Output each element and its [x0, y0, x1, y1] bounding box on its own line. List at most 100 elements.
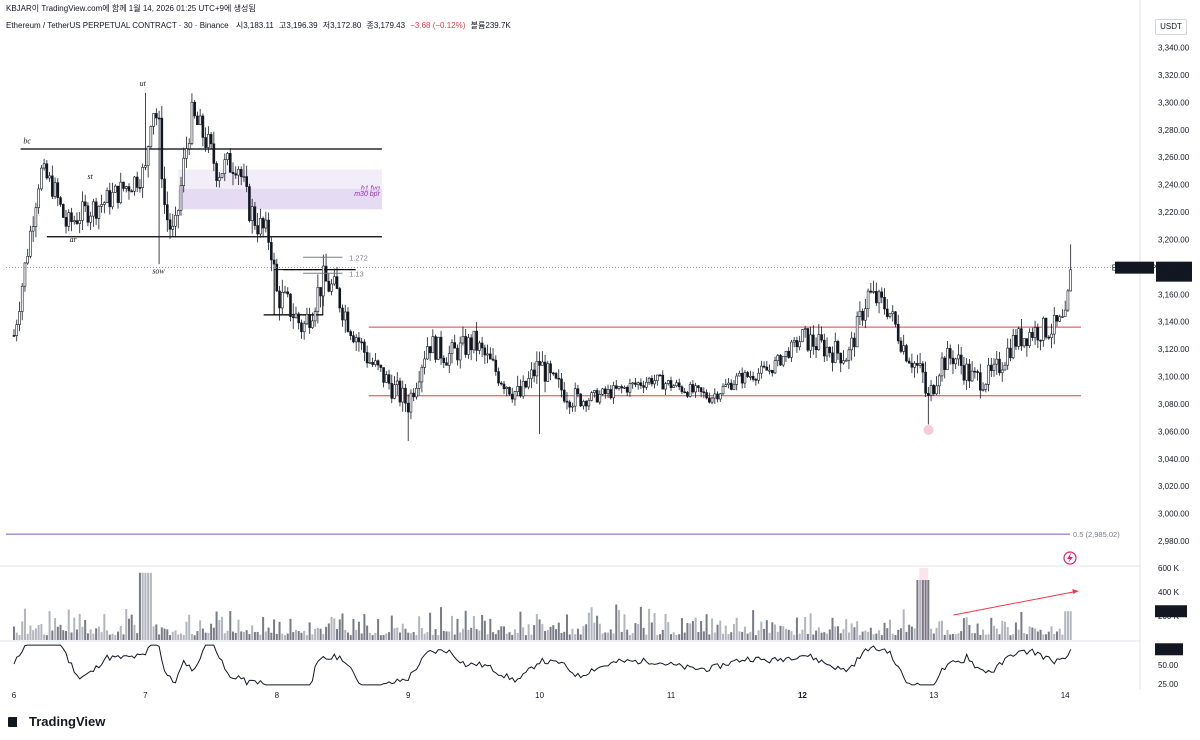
candle-body	[278, 290, 281, 309]
volume-bar	[730, 632, 733, 640]
candle-body	[565, 400, 569, 403]
candle-body	[341, 307, 344, 321]
volume-bar	[325, 626, 328, 640]
volume-bar	[993, 625, 996, 640]
time-tick-label: 12	[798, 691, 807, 700]
volume-bar	[598, 623, 601, 640]
volume-bar	[659, 634, 662, 640]
candle-body	[242, 176, 246, 178]
candle-body	[943, 357, 947, 370]
symbol-legend: Ethereum / TetherUS PERPETUAL CONTRACT ·…	[6, 20, 511, 31]
candle-body	[680, 386, 684, 393]
candle-body	[998, 358, 1001, 374]
volume-bar	[1064, 611, 1067, 640]
volume-bar	[338, 619, 341, 640]
volume-bar	[886, 628, 889, 640]
volume-bar	[437, 635, 440, 640]
volume-bar	[768, 632, 771, 640]
volume-bar	[793, 634, 796, 640]
candle-body	[212, 143, 216, 164]
candle-body	[899, 340, 903, 352]
volume-bar	[987, 634, 990, 640]
volume-bar	[689, 623, 692, 640]
candle-body	[15, 324, 19, 336]
candle-body	[431, 336, 435, 354]
volume-bar	[117, 631, 120, 640]
volume-bar	[727, 634, 730, 640]
volume-bar	[949, 634, 952, 640]
candle-body	[883, 297, 886, 310]
candle-body	[639, 382, 643, 386]
candle-body	[828, 346, 832, 354]
volume-bar	[670, 634, 672, 640]
candle-body	[549, 363, 552, 374]
candle-body	[209, 134, 213, 145]
candle-body	[787, 350, 791, 358]
candle-body	[1047, 336, 1051, 339]
candle-body	[656, 374, 659, 381]
volume-tag-bg	[1155, 605, 1187, 618]
time-tick-label: 8	[275, 691, 280, 700]
candle-body	[1017, 328, 1020, 347]
volume-bar	[672, 632, 675, 640]
price-tick-label: 3,240.00	[1158, 181, 1190, 190]
volume-bar	[453, 634, 456, 640]
volume-bar	[108, 634, 111, 640]
candle-body	[527, 378, 530, 388]
volume-bar	[409, 633, 412, 640]
volume-bar	[500, 626, 503, 640]
candle-body	[1042, 317, 1045, 341]
candle-body	[1069, 269, 1072, 292]
candle-body	[458, 342, 462, 361]
candle-body	[885, 308, 889, 317]
volume-bar	[155, 624, 158, 640]
volume-bar	[75, 629, 78, 640]
volume-bar	[341, 613, 344, 640]
volume-bar	[763, 628, 766, 640]
currency-unit-button[interactable]: USDT	[1155, 19, 1187, 35]
candle-body	[365, 352, 369, 364]
volume-bar	[65, 630, 68, 640]
volume-bar	[81, 626, 84, 640]
candle-body	[475, 330, 478, 351]
volume-bar	[130, 614, 133, 640]
symbol-title[interactable]: Ethereum / TetherUS PERPETUAL CONTRACT ·…	[6, 21, 229, 30]
volume-bar	[612, 633, 615, 640]
candle-body	[502, 383, 506, 390]
volume-bar	[508, 632, 511, 640]
volume-bar	[880, 635, 883, 640]
volume-bar	[899, 628, 902, 640]
volume-bar	[349, 635, 352, 640]
volume-bar	[774, 624, 777, 640]
volume-bar	[319, 628, 322, 640]
volume-bar	[817, 627, 820, 640]
volume-bar	[133, 624, 136, 640]
candle-body	[625, 386, 629, 393]
volume-bar	[379, 635, 382, 640]
volume-bar	[815, 630, 818, 640]
volume-bar	[127, 618, 130, 640]
volume-bar	[639, 606, 642, 640]
volume-bar	[623, 614, 626, 640]
candle-body	[371, 362, 374, 365]
price-tick-label: 3,060.00	[1158, 427, 1190, 436]
volume-bar	[919, 580, 922, 640]
volume-bar	[201, 628, 204, 640]
candle-body	[877, 291, 881, 304]
time-tick-label: 9	[406, 691, 411, 700]
candle-body	[349, 331, 353, 336]
price-tick-label: 3,340.00	[1158, 44, 1190, 53]
candle-body	[573, 388, 577, 407]
candle-body	[521, 380, 525, 397]
candle-body	[357, 337, 361, 343]
volume-bar	[527, 624, 530, 640]
candle-body	[907, 360, 911, 364]
volume-bar	[426, 632, 429, 640]
candle-body	[612, 385, 615, 399]
candle-body	[1009, 347, 1012, 359]
volume-bar	[253, 632, 256, 640]
volume-bar	[516, 632, 519, 640]
volume-bar	[256, 631, 259, 640]
candle-body	[163, 178, 166, 205]
